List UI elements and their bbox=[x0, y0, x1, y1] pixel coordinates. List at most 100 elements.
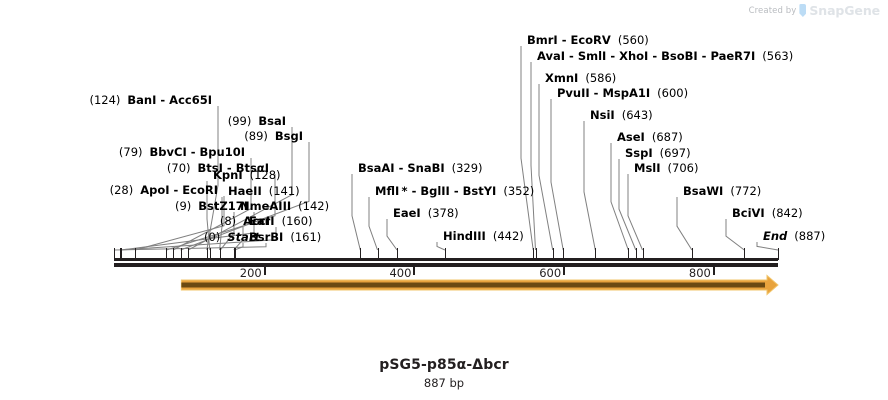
site-tick[interactable] bbox=[535, 248, 537, 260]
enzyme-name[interactable]: KpnI bbox=[213, 168, 243, 182]
site-tick[interactable] bbox=[397, 248, 398, 260]
enzyme-name[interactable]: ApoI bbox=[140, 183, 170, 197]
restriction-site-label[interactable]: XmnI (586) bbox=[545, 71, 616, 85]
site-tick[interactable] bbox=[188, 248, 190, 260]
restriction-site-label[interactable]: BsaAI - SnaBI (329) bbox=[358, 161, 483, 175]
enzyme-name[interactable]: BbvCI bbox=[149, 145, 187, 159]
restriction-site-label[interactable]: End (887) bbox=[763, 229, 825, 243]
enzyme-name[interactable]: PvuII bbox=[557, 86, 590, 100]
site-tick[interactable] bbox=[595, 248, 597, 260]
restriction-site-label[interactable]: (79) BbvCI - Bpu10I bbox=[118, 145, 245, 159]
enzyme-name[interactable]: EaeI bbox=[393, 206, 421, 220]
site-tick[interactable] bbox=[166, 248, 168, 260]
site-tick[interactable] bbox=[691, 248, 693, 260]
enzyme-name[interactable]: BsrBI bbox=[249, 230, 284, 244]
restriction-site-label[interactable]: BmrI - EcoRV (560) bbox=[527, 33, 649, 47]
site-tick[interactable] bbox=[360, 248, 362, 260]
site-tick[interactable] bbox=[220, 248, 222, 260]
enzyme-name[interactable]: HindIII bbox=[443, 229, 486, 243]
site-tick[interactable] bbox=[563, 248, 565, 260]
site-tick[interactable] bbox=[206, 248, 208, 260]
restriction-site-label[interactable]: MflI * - BglII - BstYI (352) bbox=[375, 184, 535, 198]
site-tick[interactable] bbox=[635, 248, 637, 260]
enzyme-name[interactable]: BanI bbox=[127, 93, 157, 107]
restriction-site-label[interactable]: (70) BtsI - BtsαI bbox=[166, 161, 269, 175]
restriction-site-label[interactable]: NmeAIII (142) bbox=[240, 199, 329, 213]
restriction-site-label[interactable]: NsiI (643) bbox=[590, 108, 653, 122]
site-tick[interactable] bbox=[120, 248, 122, 260]
site-tick[interactable] bbox=[114, 248, 115, 260]
enzyme-name[interactable]: XhoI bbox=[619, 49, 649, 63]
enzyme-name[interactable]: BsaI bbox=[258, 114, 286, 128]
restriction-site-label[interactable]: BsaWI (772) bbox=[683, 184, 761, 198]
restriction-site-label[interactable]: BsrBI (161) bbox=[249, 230, 321, 244]
enzyme-name[interactable]: BsoBI bbox=[661, 49, 698, 63]
enzyme-name[interactable]: SnaBI bbox=[407, 161, 445, 175]
restriction-site-label[interactable]: KpnI (128) bbox=[213, 168, 281, 182]
enzyme-name[interactable]: MslI bbox=[634, 161, 661, 175]
restriction-site-label[interactable]: (89) BsgI bbox=[244, 129, 303, 143]
enzyme-name[interactable]: XmnI bbox=[545, 71, 579, 85]
site-tick[interactable] bbox=[233, 248, 235, 260]
restriction-site-label[interactable]: (99) BsaI bbox=[228, 114, 286, 128]
site-tick[interactable] bbox=[642, 248, 644, 260]
enzyme-name[interactable]: BsaAI bbox=[358, 161, 395, 175]
enzyme-name[interactable]: NmeAIII bbox=[240, 199, 292, 213]
site-tick[interactable] bbox=[778, 248, 779, 260]
enzyme-name[interactable]: Acc65I bbox=[169, 93, 212, 107]
site-tick[interactable] bbox=[173, 248, 175, 260]
restriction-site-label[interactable]: PvuII - MspA1I (600) bbox=[557, 86, 689, 100]
site-tick[interactable] bbox=[533, 248, 535, 260]
enzyme-name[interactable]: BtsI bbox=[197, 161, 223, 175]
enzyme-name[interactable]: EcoRI bbox=[182, 183, 218, 197]
site-tick[interactable] bbox=[552, 248, 554, 260]
site-tick[interactable] bbox=[209, 248, 211, 260]
enzyme-name[interactable]: EarI bbox=[249, 214, 275, 228]
enzyme-name[interactable]: AseI bbox=[617, 130, 645, 144]
enzyme-name[interactable]: AvaI bbox=[537, 49, 566, 63]
restriction-site-label[interactable]: AseI (687) bbox=[617, 130, 683, 144]
enzyme-name[interactable]: PaeR7I bbox=[710, 49, 756, 63]
restriction-site-label[interactable]: SspI (697) bbox=[625, 146, 691, 160]
enzyme-name[interactable]: MflI * bbox=[375, 184, 408, 198]
enzyme-name[interactable]: AccI bbox=[243, 214, 270, 228]
enzyme-name[interactable]: BsaWI bbox=[683, 184, 724, 198]
enzyme-name[interactable]: BglII bbox=[420, 184, 450, 198]
restriction-site-label[interactable]: AvaI - SmlI - XhoI - BsoBI - PaeR7I (563) bbox=[537, 49, 794, 63]
enzyme-name[interactable]: NsiI bbox=[590, 108, 615, 122]
enzyme-name[interactable]: HaeII bbox=[228, 184, 262, 198]
restriction-site-label[interactable]: EaeI (378) bbox=[393, 206, 459, 220]
site-tick[interactable] bbox=[219, 248, 221, 260]
restriction-site-label[interactable]: (124) BanI - Acc65I bbox=[89, 93, 212, 107]
enzyme-name[interactable]: End bbox=[763, 229, 788, 243]
restriction-site-label[interactable]: BciVI (842) bbox=[732, 206, 803, 220]
enzyme-name[interactable]: SspI bbox=[625, 146, 653, 160]
site-tick[interactable] bbox=[120, 248, 121, 260]
site-tick[interactable] bbox=[135, 248, 136, 260]
site-tick[interactable] bbox=[628, 248, 630, 260]
restriction-site-label[interactable]: (28) ApoI - EcoRI bbox=[109, 183, 218, 197]
enzyme-name[interactable]: Bpu10I bbox=[199, 145, 245, 159]
restriction-site-label[interactable]: (8) AccI bbox=[220, 214, 270, 228]
enzyme-name[interactable]: BstYI bbox=[462, 184, 497, 198]
restriction-site-label[interactable]: HindIII (442) bbox=[443, 229, 524, 243]
site-tick[interactable] bbox=[180, 248, 182, 260]
restriction-site-label[interactable]: MslI (706) bbox=[634, 161, 698, 175]
enzyme-name[interactable]: BsgI bbox=[274, 129, 303, 143]
enzyme-name[interactable]: BciVI bbox=[732, 206, 765, 220]
enzyme-name[interactable]: BstZ17I bbox=[198, 199, 248, 213]
restriction-site-label[interactable]: (0) Start bbox=[204, 230, 260, 244]
enzyme-name[interactable]: BtsαI bbox=[235, 161, 269, 175]
enzyme-name[interactable]: Start bbox=[227, 230, 260, 244]
site-tick[interactable] bbox=[234, 248, 236, 260]
restriction-site-label[interactable]: HaeII (141) bbox=[228, 184, 300, 198]
enzyme-name[interactable]: BmrI bbox=[527, 33, 558, 47]
site-tick[interactable] bbox=[444, 248, 446, 260]
restriction-site-label[interactable]: (9) BstZ17I bbox=[175, 199, 248, 213]
site-tick[interactable] bbox=[377, 248, 379, 260]
restriction-site-label[interactable]: EarI (160) bbox=[249, 214, 313, 228]
site-tick[interactable] bbox=[744, 248, 746, 260]
enzyme-name[interactable]: SmlI bbox=[577, 49, 607, 63]
enzyme-name[interactable]: MspA1I bbox=[602, 86, 651, 100]
enzyme-name[interactable]: EcoRV bbox=[570, 33, 611, 47]
